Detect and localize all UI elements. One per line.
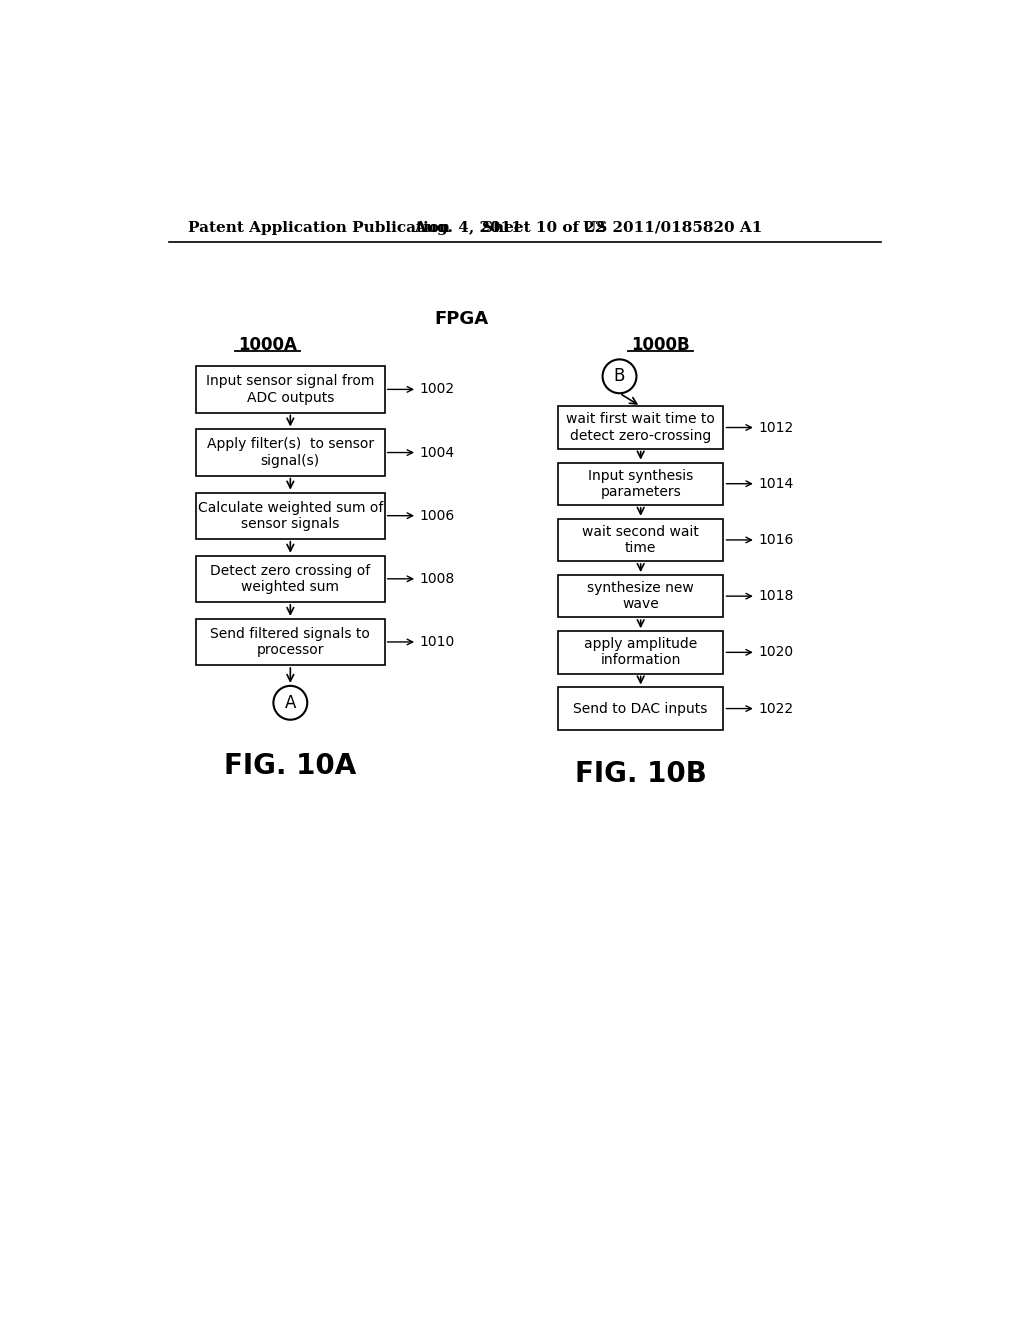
- Text: 1014: 1014: [758, 477, 794, 491]
- Text: Input sensor signal from
ADC outputs: Input sensor signal from ADC outputs: [206, 375, 375, 404]
- Text: wait first wait time to
detect zero-crossing: wait first wait time to detect zero-cros…: [566, 412, 715, 442]
- FancyBboxPatch shape: [196, 429, 385, 475]
- Text: B: B: [613, 367, 626, 385]
- Text: Apply filter(s)  to sensor
signal(s): Apply filter(s) to sensor signal(s): [207, 437, 374, 467]
- FancyBboxPatch shape: [196, 492, 385, 539]
- Text: apply amplitude
information: apply amplitude information: [584, 638, 697, 668]
- Text: Aug. 4, 2011: Aug. 4, 2011: [414, 220, 522, 235]
- Text: wait second wait
time: wait second wait time: [583, 525, 699, 554]
- Text: FPGA: FPGA: [434, 310, 488, 327]
- Text: Detect zero crossing of
weighted sum: Detect zero crossing of weighted sum: [210, 564, 371, 594]
- Text: 1010: 1010: [419, 635, 455, 649]
- Text: 1000A: 1000A: [239, 335, 297, 354]
- Text: Patent Application Publication: Patent Application Publication: [188, 220, 451, 235]
- Text: 1018: 1018: [758, 589, 794, 603]
- FancyBboxPatch shape: [558, 688, 724, 730]
- FancyBboxPatch shape: [558, 519, 724, 561]
- Text: Send to DAC inputs: Send to DAC inputs: [573, 701, 708, 715]
- Text: 1000B: 1000B: [631, 335, 690, 354]
- Text: 1008: 1008: [419, 572, 455, 586]
- Text: FIG. 10B: FIG. 10B: [574, 760, 707, 788]
- Text: Input synthesis
parameters: Input synthesis parameters: [588, 469, 693, 499]
- FancyBboxPatch shape: [558, 631, 724, 673]
- Text: 1020: 1020: [758, 645, 794, 660]
- Text: 1012: 1012: [758, 421, 794, 434]
- Text: Send filtered signals to
processor: Send filtered signals to processor: [210, 627, 371, 657]
- Text: synthesize new
wave: synthesize new wave: [588, 581, 694, 611]
- Text: 1022: 1022: [758, 701, 794, 715]
- Text: 1016: 1016: [758, 533, 794, 546]
- Text: A: A: [285, 694, 296, 711]
- Text: Calculate weighted sum of
sensor signals: Calculate weighted sum of sensor signals: [198, 500, 383, 531]
- Text: 1006: 1006: [419, 508, 455, 523]
- Text: 1004: 1004: [419, 446, 455, 459]
- Text: 1002: 1002: [419, 383, 455, 396]
- FancyBboxPatch shape: [558, 462, 724, 506]
- Text: Sheet 10 of 22: Sheet 10 of 22: [481, 220, 605, 235]
- Text: US 2011/0185820 A1: US 2011/0185820 A1: [584, 220, 763, 235]
- FancyBboxPatch shape: [196, 556, 385, 602]
- FancyBboxPatch shape: [558, 407, 724, 449]
- FancyBboxPatch shape: [196, 367, 385, 412]
- Text: FIG. 10A: FIG. 10A: [224, 752, 356, 780]
- FancyBboxPatch shape: [558, 576, 724, 618]
- FancyBboxPatch shape: [196, 619, 385, 665]
